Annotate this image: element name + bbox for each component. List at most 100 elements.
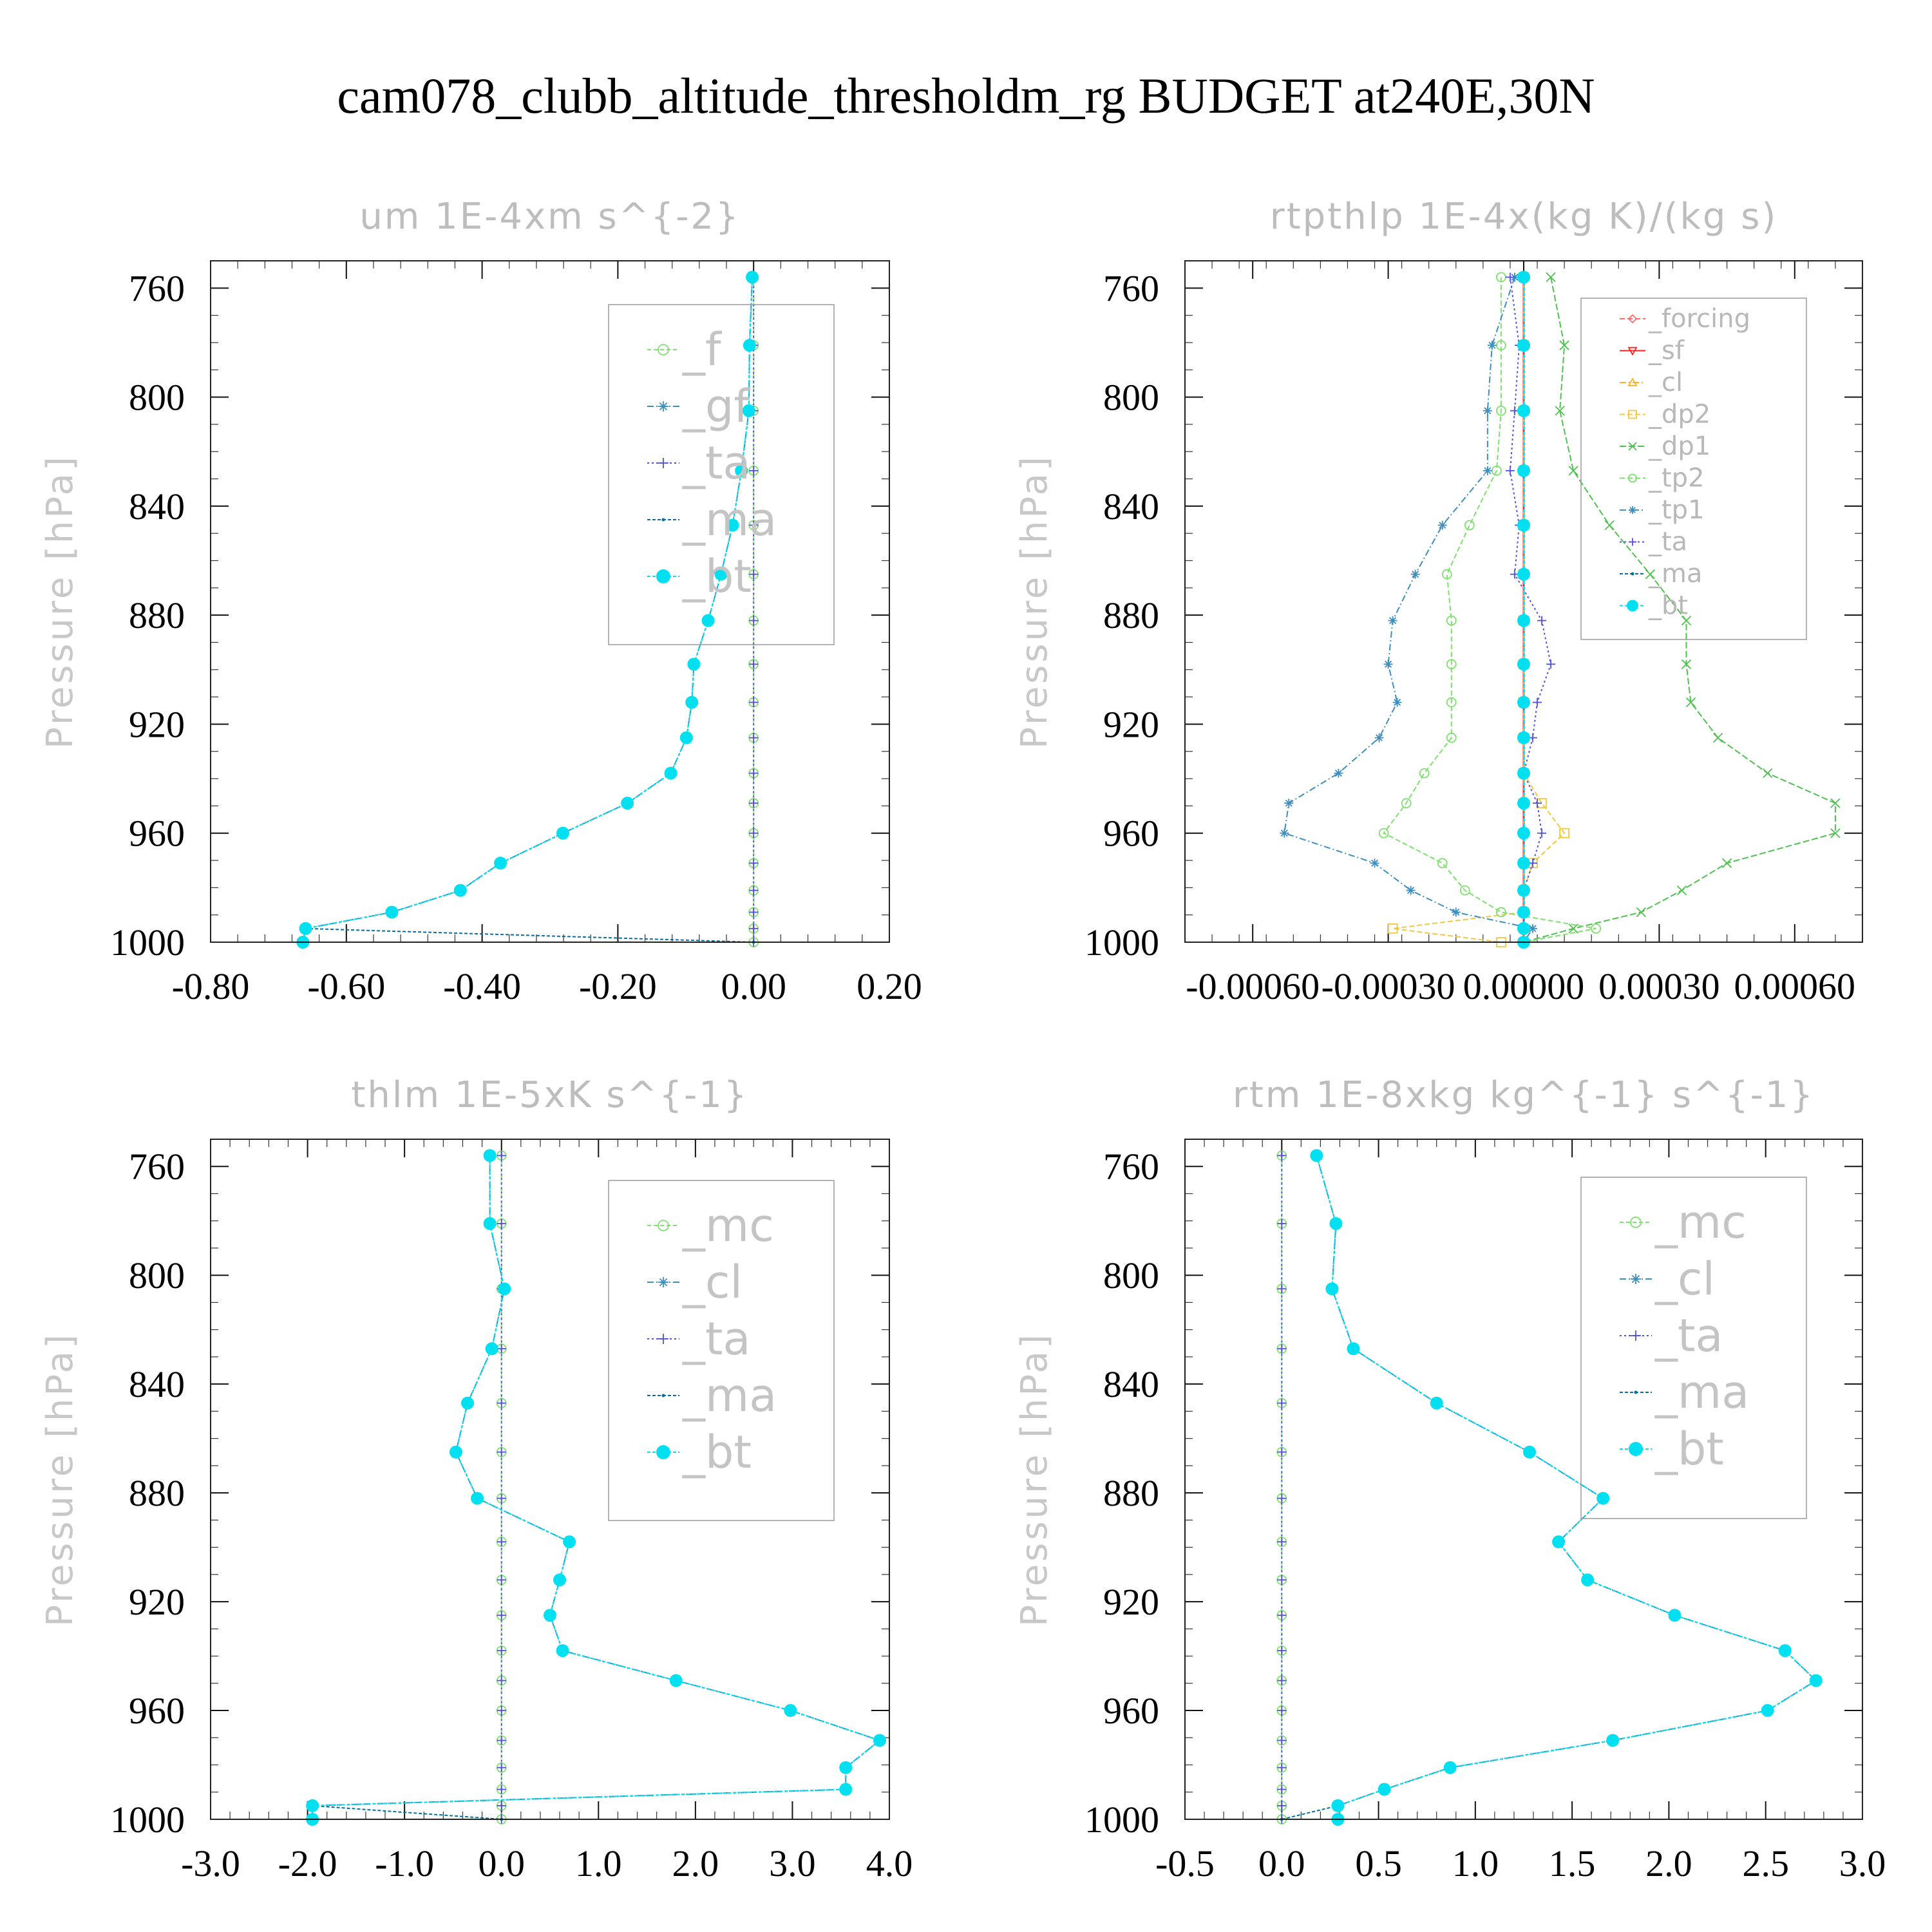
legend: _mc_cl_ta_ma_bt [608, 1180, 835, 1521]
data-point-tp1 [1280, 828, 1289, 838]
legend-marker [658, 401, 668, 412]
data-point-bt [1517, 797, 1530, 810]
data-point-bt [742, 404, 755, 417]
legend-label: _cl [1648, 368, 1683, 397]
panel-title: um 1E-4xm s^{-2} [359, 196, 740, 238]
data-point-dp2 [1559, 828, 1570, 838]
x-tick-label: 1.0 [1452, 1842, 1499, 1884]
y-tick-label: 760 [1103, 267, 1159, 309]
legend-label: _ta [1648, 527, 1687, 557]
data-point-bt [1668, 1609, 1681, 1622]
data-point-bt [746, 270, 759, 284]
y-tick-label: 1000 [1084, 922, 1159, 963]
y-tick-label: 960 [129, 1690, 185, 1732]
y-tick-label: 920 [129, 703, 185, 745]
legend-label: _bt [682, 550, 752, 603]
data-point-bt [664, 766, 677, 780]
data-point-bt [498, 1282, 511, 1296]
x-tick-label: 0.00 [721, 965, 786, 1007]
legend-label: _dp2 [1648, 400, 1710, 430]
y-tick-label: 800 [1103, 1255, 1159, 1296]
data-point-tp1 [1451, 907, 1461, 917]
data-point-bt [1430, 1396, 1443, 1410]
data-point-ta [1277, 1611, 1287, 1620]
legend-marker [1629, 506, 1636, 514]
x-tick-label: 3.0 [769, 1842, 816, 1884]
y-tick-label: 960 [1103, 813, 1159, 855]
legend-item-tp2: _tp2 [1620, 464, 1705, 493]
legend-marker [1628, 473, 1637, 483]
legend-marker [661, 518, 665, 522]
data-point-ta [497, 1611, 506, 1620]
legend-label: _ta [682, 437, 750, 489]
legend-item-dp2: _dp2 [1620, 400, 1710, 430]
data-point-ta [1277, 1537, 1287, 1547]
data-point-ta [1537, 616, 1547, 625]
data-point-bt [449, 1445, 462, 1459]
data-point-ta [497, 1218, 506, 1228]
chart-panel-2: rtpthlp 1E-4x(kg K)/(kg s) Pressure [hPa]… [1014, 196, 1863, 1007]
legend: _forcing_sf_cl _dp2_dp1 _tp2_tp1_ta_ma_bt [1580, 298, 1807, 640]
x-tick-label: -0.60 [307, 965, 385, 1007]
data-point-ta [749, 616, 759, 625]
data-point-dp1 [1685, 697, 1696, 708]
legend-label: _gf [682, 380, 750, 433]
data-point-tp1 [1388, 616, 1397, 625]
data-point-ta [749, 697, 759, 707]
data-point-ta [1277, 1575, 1287, 1585]
data-point-ta [749, 907, 759, 917]
data-point-tp2 [1441, 569, 1452, 580]
legend-item-ta: _ta [1620, 1309, 1723, 1362]
legend-label: _ma [1654, 1366, 1749, 1419]
series-line-gf [302, 277, 753, 943]
y-tick-label: 1000 [1084, 1799, 1159, 1841]
legend-label: _ma [682, 1369, 777, 1422]
data-point-bt [701, 614, 715, 627]
data-point-tp2 [1446, 659, 1457, 670]
data-point-tp2 [1464, 520, 1475, 531]
data-point-tp2 [1591, 923, 1602, 934]
data-point-bt [1809, 1674, 1823, 1687]
data-point-tp2 [1496, 907, 1506, 918]
minor-ticks [210, 1139, 890, 1820]
data-point-dp1 [1636, 907, 1646, 918]
series-line-bt [302, 277, 753, 943]
data-point-ta [1505, 272, 1515, 282]
data-point-ta [749, 466, 759, 475]
legend-marker [1631, 1274, 1641, 1284]
data-point-ta [749, 768, 759, 778]
data-point-ta [749, 923, 759, 933]
series-line-ma [305, 277, 754, 943]
y-tick-label: 880 [129, 1472, 185, 1514]
data-point-bt [1606, 1734, 1620, 1747]
legend-item-dp1: _dp1 [1620, 431, 1710, 461]
legend-marker [661, 1394, 665, 1397]
legend-item-ta: _ta [647, 1312, 750, 1365]
data-point-bt [1517, 826, 1530, 840]
legend-label: _mc [682, 1199, 774, 1252]
data-point-bt [1310, 1149, 1323, 1162]
data-point-ta [1537, 828, 1547, 838]
data-point-bt [1517, 922, 1530, 935]
data-point-bt [1325, 1282, 1339, 1296]
minor-ticks [1184, 1139, 1863, 1820]
legend-item-ma: _ma [647, 1369, 777, 1422]
data-point-ta [1546, 659, 1556, 669]
x-tick-label: -1.0 [375, 1842, 434, 1884]
data-point-ta [1277, 1447, 1287, 1457]
data-point-tp2 [1496, 405, 1506, 416]
x-tick-label: 1.5 [1549, 1842, 1596, 1884]
chart-panel-4: rtm 1E-8xkg kg^{-1} s^{-1} Pressure [hPa]… [1014, 1074, 1886, 1884]
y-axis-label: Pressure [hPa] [39, 454, 81, 749]
x-tick-label: 0.5 [1355, 1842, 1402, 1884]
x-tick-label: 0.20 [857, 965, 922, 1007]
data-point-bt [556, 826, 570, 840]
data-point-ta [1277, 1398, 1287, 1408]
data-point-dp1 [1546, 272, 1556, 283]
data-point-bt [485, 1342, 498, 1356]
data-point-bt [385, 905, 399, 919]
data-point-ta [1277, 1493, 1287, 1503]
data-point-tp2 [1446, 732, 1457, 743]
x-tick-label: 4.0 [866, 1842, 913, 1884]
panel-title: rtpthlp 1E-4x(kg K)/(kg s) [1270, 196, 1778, 238]
